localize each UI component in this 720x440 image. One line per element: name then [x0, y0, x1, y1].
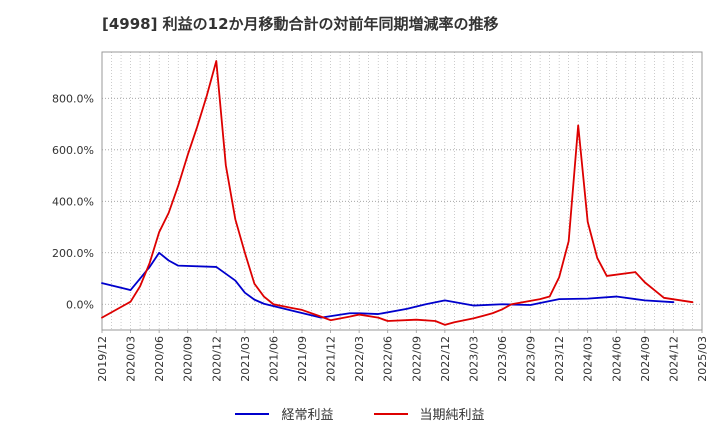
x-tick-label: 2024/03: [582, 336, 595, 382]
x-tick-label: 2021/03: [239, 336, 252, 382]
legend-label-ordinary-profit: 経常利益: [281, 408, 334, 423]
x-tick-label: 2023/09: [525, 336, 538, 382]
legend: 経常利益 当期純利益: [0, 404, 720, 423]
y-tick-label: 800.0%: [52, 92, 94, 105]
x-tick-label: 2025/03: [696, 336, 709, 382]
x-tick-label: 2024/12: [667, 336, 680, 382]
x-tick-label: 2024/06: [610, 336, 623, 382]
x-tick-label: 2024/09: [639, 336, 652, 382]
plot-area: [101, 51, 703, 331]
legend-item-net-income: 当期純利益: [373, 404, 485, 423]
x-tick-label: 2021/06: [267, 336, 280, 382]
x-tick-label: 2019/12: [96, 336, 109, 382]
series-line-net-income: [101, 60, 694, 326]
legend-swatch-ordinary-profit: [235, 412, 270, 415]
x-tick-label: 2020/09: [182, 336, 195, 382]
series-line-ordinary-profit: [101, 251, 675, 319]
x-tick-label: 2020/06: [153, 336, 166, 382]
x-tick-label: 2022/09: [410, 336, 423, 382]
y-tick-label: 200.0%: [52, 247, 94, 260]
series-lines: [101, 60, 694, 326]
y-tick-label: 600.0%: [52, 144, 94, 157]
x-tick-label: 2022/06: [382, 336, 395, 382]
chart-title: [4998] 利益の12か月移動合計の対前年同期増減率の推移: [102, 15, 499, 33]
x-tick-label: 2020/12: [210, 336, 223, 382]
x-tick-label: 2021/12: [325, 336, 338, 382]
legend-item-ordinary-profit: 経常利益: [235, 404, 334, 423]
y-axis-ticks: 0.0% 200.0% 400.0% 600.0% 800.0%: [52, 92, 94, 311]
x-tick-label: 2022/12: [439, 336, 452, 382]
x-tick-label: 2023/03: [467, 336, 480, 382]
y-tick-label: 0.0%: [66, 298, 94, 311]
x-tick-label: 2020/03: [125, 336, 138, 382]
x-tick-label: 2023/06: [496, 336, 509, 382]
x-tick-label: 2022/03: [353, 336, 366, 382]
x-tick-label: 2021/09: [296, 336, 309, 382]
x-axis-ticks: 2019/12 2020/03 2020/06 2020/09 2020/12 2021/…: [96, 330, 709, 382]
y-tick-label: 400.0%: [52, 195, 94, 208]
legend-label-net-income: 当期純利益: [419, 408, 485, 423]
x-tick-label: 2023/12: [553, 336, 566, 382]
grid-lines: [102, 52, 702, 330]
legend-swatch-net-income: [373, 412, 408, 415]
